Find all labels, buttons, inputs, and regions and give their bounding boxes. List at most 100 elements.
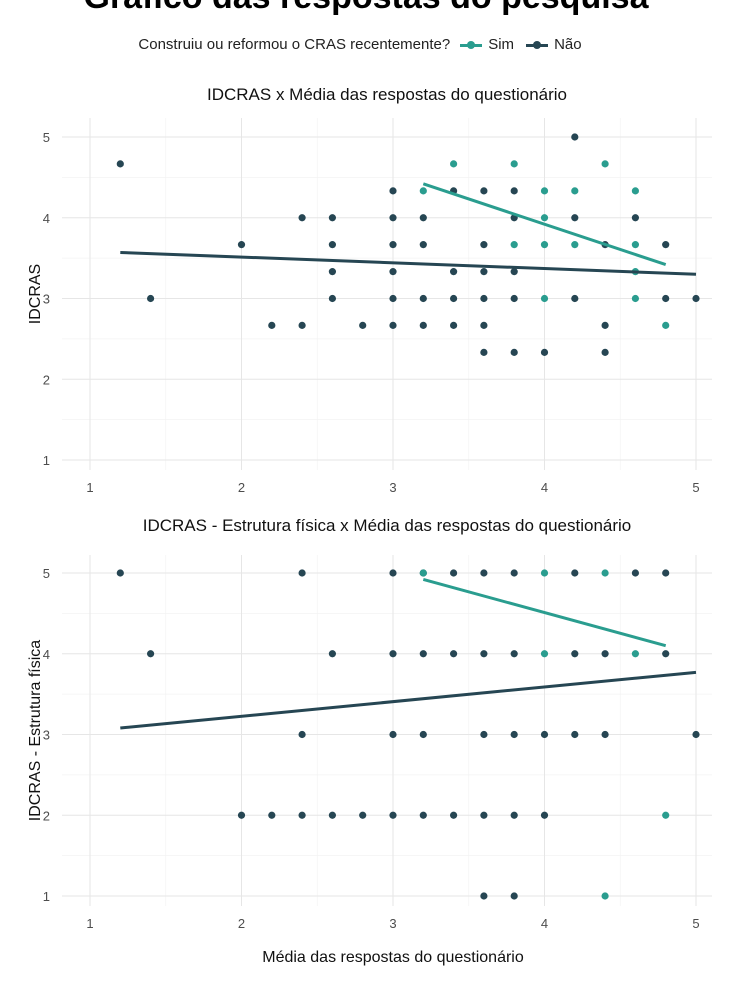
data-point-nao bbox=[601, 730, 609, 739]
data-point-nao bbox=[237, 241, 246, 249]
data-point-sim bbox=[540, 214, 549, 222]
data-point-nao bbox=[450, 294, 458, 303]
data-point-nao bbox=[419, 321, 427, 329]
data-point-nao bbox=[480, 811, 488, 819]
data-point-nao bbox=[389, 241, 397, 249]
y-tick-label: 1 bbox=[43, 889, 50, 904]
plot-title: IDCRAS x Média das respostas do question… bbox=[207, 85, 567, 104]
data-point-sim bbox=[419, 187, 427, 195]
data-point-nao bbox=[480, 241, 488, 249]
data-point-nao bbox=[510, 268, 518, 276]
x-tick-label: 2 bbox=[238, 916, 245, 931]
data-point-nao bbox=[601, 650, 609, 658]
data-point-nao bbox=[328, 294, 336, 303]
data-point-nao bbox=[298, 811, 306, 819]
data-point-sim bbox=[510, 241, 518, 249]
data-point-nao bbox=[450, 321, 458, 329]
legend: Construiu ou reformou o CRAS recentement… bbox=[0, 36, 732, 53]
y-tick-label: 3 bbox=[43, 728, 50, 743]
legend-dot-nao bbox=[533, 40, 542, 49]
data-point-sim bbox=[601, 569, 609, 577]
data-point-sim bbox=[662, 321, 670, 329]
data-point-nao bbox=[116, 160, 124, 168]
data-point-nao bbox=[389, 187, 397, 195]
data-point-nao bbox=[480, 294, 488, 303]
x-tick-label: 5 bbox=[692, 480, 699, 495]
data-point-nao bbox=[601, 321, 609, 329]
data-point-nao bbox=[571, 650, 579, 658]
data-point-sim bbox=[540, 187, 549, 195]
y-tick-label: 4 bbox=[43, 647, 50, 662]
data-point-nao bbox=[298, 569, 306, 577]
data-point-nao bbox=[571, 730, 579, 739]
page-title: Gráfico das respostas do pesquisa bbox=[0, 0, 732, 17]
x-tick-label: 4 bbox=[541, 916, 548, 931]
x-tick-label: 1 bbox=[86, 480, 93, 495]
data-point-nao bbox=[510, 187, 518, 195]
data-point-sim bbox=[450, 160, 458, 168]
data-point-nao bbox=[359, 321, 367, 329]
data-point-nao bbox=[510, 569, 518, 577]
data-point-nao bbox=[692, 294, 700, 303]
data-point-nao bbox=[268, 321, 276, 329]
x-tick-label: 3 bbox=[389, 480, 396, 495]
data-point-sim bbox=[571, 187, 579, 195]
data-point-sim bbox=[631, 187, 640, 195]
data-point-nao bbox=[359, 811, 367, 819]
y-tick-label: 1 bbox=[43, 453, 50, 468]
data-point-nao bbox=[480, 730, 488, 739]
data-point-nao bbox=[510, 730, 518, 739]
trend-line-sim bbox=[422, 578, 667, 648]
y-tick-label: 2 bbox=[43, 808, 50, 823]
data-point-nao bbox=[571, 569, 579, 577]
data-point-nao bbox=[450, 650, 458, 658]
plot-2: 1 2 3 4 5 1 2 3 4 5 IDCRAS - Estrutura física x Mé… bbox=[27, 516, 712, 966]
y-tick-label: 5 bbox=[43, 130, 50, 145]
data-point-nao bbox=[419, 730, 427, 739]
y-tick-label: 3 bbox=[43, 292, 50, 307]
data-point-nao bbox=[450, 569, 458, 577]
x-axis-label: Média das respostas do questionário bbox=[262, 949, 524, 966]
legend-key-sim bbox=[460, 39, 483, 51]
data-point-nao bbox=[389, 650, 397, 658]
data-point-sim bbox=[601, 160, 609, 168]
data-point-nao bbox=[389, 730, 397, 739]
data-point-nao bbox=[298, 730, 306, 739]
data-point-sim bbox=[571, 241, 579, 249]
data-point-nao bbox=[662, 650, 670, 658]
x-tick-label: 4 bbox=[541, 480, 548, 495]
data-point-nao bbox=[328, 214, 336, 222]
data-point-sim bbox=[662, 811, 670, 819]
data-point-nao bbox=[419, 811, 427, 819]
trend-line-nao bbox=[120, 250, 697, 276]
x-tick-label: 3 bbox=[389, 916, 396, 931]
data-point-sim bbox=[631, 294, 640, 303]
data-point-nao bbox=[510, 650, 518, 658]
legend-key-nao bbox=[526, 39, 549, 51]
y-axis-label: IDCRAS bbox=[27, 264, 44, 324]
data-point-sim bbox=[419, 569, 427, 577]
data-point-nao bbox=[631, 569, 640, 577]
data-point-nao bbox=[328, 650, 336, 658]
data-point-nao bbox=[450, 268, 458, 276]
y-tick-label: 5 bbox=[43, 566, 50, 581]
data-point-nao bbox=[510, 811, 518, 819]
data-point-nao bbox=[116, 569, 124, 577]
data-point-nao bbox=[662, 569, 670, 577]
data-point-sim bbox=[540, 241, 549, 249]
data-point-nao bbox=[601, 348, 609, 356]
data-point-nao bbox=[328, 268, 336, 276]
legend-item-sim: Sim bbox=[460, 36, 514, 53]
data-point-sim bbox=[540, 569, 549, 577]
data-point-nao bbox=[450, 811, 458, 819]
data-point-nao bbox=[480, 650, 488, 658]
data-point-nao bbox=[328, 811, 336, 819]
data-point-sim bbox=[631, 650, 640, 658]
data-point-sim bbox=[601, 892, 609, 900]
plot-1: 1 2 3 4 5 1 2 3 4 5 IDCRAS x Média das respostas d… bbox=[27, 85, 712, 495]
data-point-nao bbox=[419, 650, 427, 658]
data-point-nao bbox=[510, 294, 518, 303]
data-point-nao bbox=[571, 133, 579, 141]
data-point-nao bbox=[480, 569, 488, 577]
